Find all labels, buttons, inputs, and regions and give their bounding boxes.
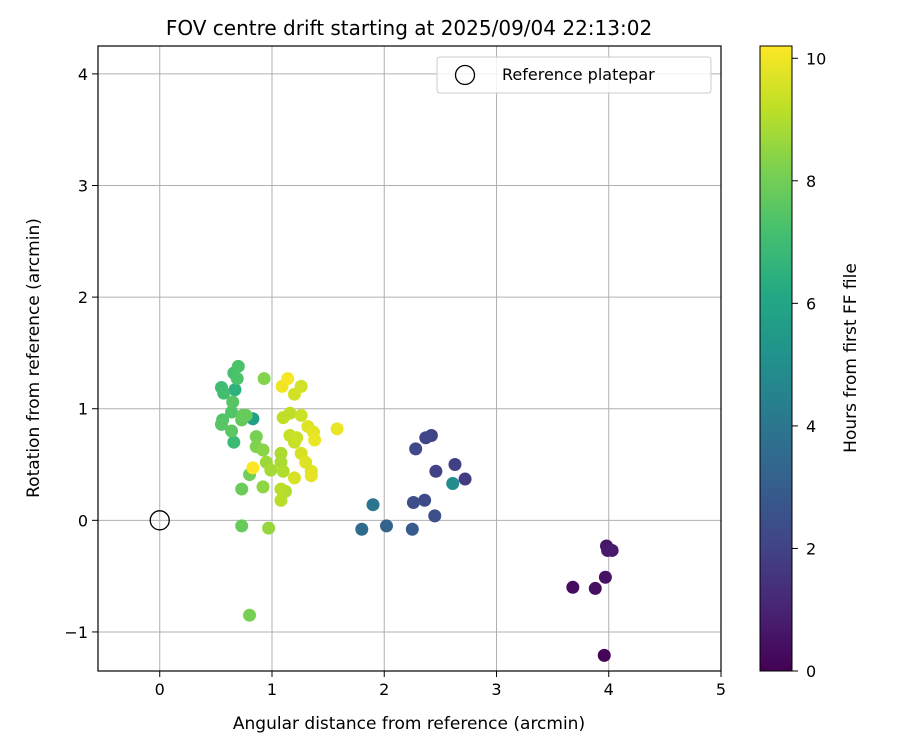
colorbar-label: Hours from first FF file [841, 263, 861, 453]
colorbar-gradient [759, 45, 793, 672]
data-point [257, 372, 271, 386]
data-point [597, 648, 611, 662]
data-point [228, 383, 242, 397]
x-tick-label: 0 [155, 680, 165, 699]
data-point [366, 498, 380, 512]
data-points [214, 359, 619, 662]
data-point [446, 477, 460, 490]
y-tick-label: 0 [78, 511, 88, 530]
colorbar-tick-label: 2 [806, 539, 816, 558]
data-point [249, 430, 263, 444]
colorbar: 0 2 4 6 8 10 Hours from first FF file [759, 45, 861, 681]
data-point [256, 443, 270, 457]
data-point [379, 519, 393, 533]
legend-box [436, 56, 712, 94]
colorbar-tick-label: 8 [806, 172, 816, 191]
chart-title: FOV centre drift starting at 2025/09/04 … [166, 16, 652, 40]
data-point [264, 463, 278, 477]
data-point [287, 471, 301, 485]
data-point [355, 522, 369, 536]
reference-platepar-marker [149, 510, 170, 531]
colorbar-tick-label: 6 [806, 294, 816, 313]
colorbar-tick-label: 4 [806, 417, 816, 436]
data-point [227, 435, 241, 449]
data-point [274, 493, 288, 507]
data-point [287, 387, 301, 401]
reference-marker-layer [149, 510, 170, 531]
data-point [308, 433, 322, 447]
legend: Reference platepar [436, 56, 712, 94]
y-tick-label: −1 [64, 623, 88, 642]
data-point [235, 519, 249, 533]
data-point [281, 372, 295, 386]
x-tick-label: 1 [267, 680, 277, 699]
y-tick-label: 1 [78, 400, 88, 419]
data-point [598, 570, 612, 584]
data-point [409, 442, 423, 456]
data-point [448, 458, 462, 472]
data-point [304, 469, 318, 483]
x-tick-label: 5 [716, 680, 726, 699]
data-point [225, 405, 239, 419]
data-point [588, 581, 602, 595]
data-point [226, 395, 240, 409]
data-point [406, 495, 420, 509]
x-tick-label: 3 [491, 680, 501, 699]
data-point [294, 408, 308, 422]
x-axis: 0 1 2 3 4 5 [155, 671, 726, 699]
data-point [225, 424, 239, 438]
data-point [276, 464, 290, 478]
data-point [283, 406, 297, 420]
colorbar-ticks: 0 2 4 6 8 10 [792, 49, 826, 681]
data-point [230, 372, 244, 386]
legend-label: Reference platepar [502, 65, 655, 84]
x-tick-label: 2 [379, 680, 389, 699]
data-point [419, 431, 433, 445]
data-point [330, 422, 344, 436]
data-point [239, 408, 253, 422]
x-axis-label: Angular distance from reference (arcmin) [233, 714, 585, 734]
plot-frame [97, 45, 722, 672]
colorbar-tick-label: 0 [806, 662, 816, 681]
data-point [262, 521, 276, 535]
data-point [605, 543, 619, 557]
y-tick-label: 3 [78, 177, 88, 196]
y-axis: −1 0 1 2 3 4 [64, 65, 98, 642]
data-point [566, 580, 580, 594]
data-point [217, 386, 231, 400]
data-point [235, 482, 249, 496]
data-point [290, 431, 304, 445]
data-point [231, 359, 245, 373]
data-point [243, 608, 257, 622]
data-point [405, 522, 419, 536]
colorbar-tick-label: 10 [806, 49, 826, 68]
legend-marker [454, 64, 476, 86]
y-axis-label: Rotation from reference (arcmin) [24, 218, 44, 498]
data-point [274, 446, 288, 460]
y-tick-label: 2 [78, 288, 88, 307]
data-point [256, 480, 270, 494]
grid [98, 46, 722, 671]
data-point [274, 482, 288, 496]
data-point [429, 464, 443, 478]
y-tick-label: 4 [78, 65, 88, 84]
x-tick-label: 4 [604, 680, 614, 699]
data-point [428, 509, 442, 523]
data-point [458, 472, 472, 486]
data-point [214, 417, 228, 431]
data-point [246, 461, 260, 475]
data-point [418, 493, 432, 507]
